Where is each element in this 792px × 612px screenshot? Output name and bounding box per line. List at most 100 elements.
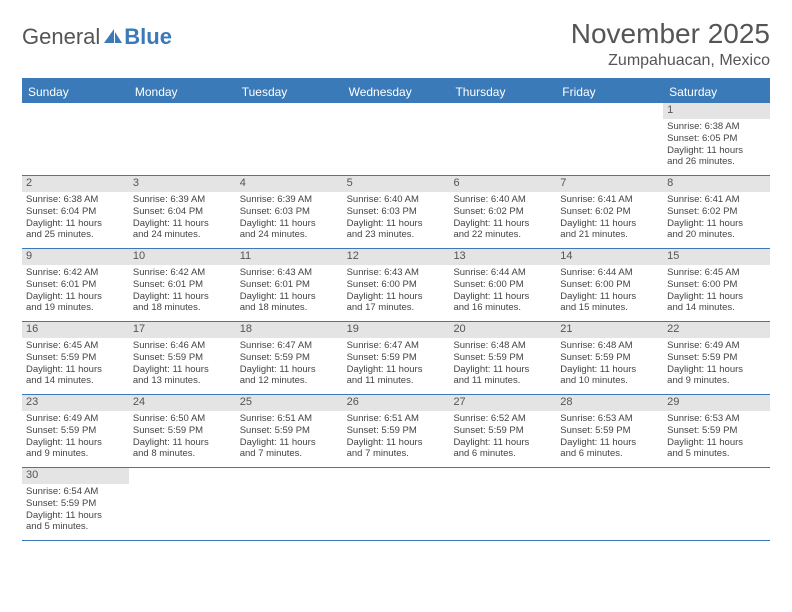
calendar-cell: 23Sunrise: 6:49 AMSunset: 5:59 PMDayligh… bbox=[22, 395, 129, 467]
calendar-cell: 6Sunrise: 6:40 AMSunset: 6:02 PMDaylight… bbox=[449, 176, 556, 248]
sunset-text: Sunset: 6:02 PM bbox=[453, 206, 552, 218]
day1-text: Daylight: 11 hours bbox=[560, 364, 659, 376]
logo-text-1: General bbox=[22, 24, 100, 50]
sunrise-text: Sunrise: 6:39 AM bbox=[240, 194, 339, 206]
day2-text: and 25 minutes. bbox=[26, 229, 125, 241]
calendar-cell: 7Sunrise: 6:41 AMSunset: 6:02 PMDaylight… bbox=[556, 176, 663, 248]
calendar-cell: 24Sunrise: 6:50 AMSunset: 5:59 PMDayligh… bbox=[129, 395, 236, 467]
sunrise-text: Sunrise: 6:43 AM bbox=[347, 267, 446, 279]
day-number: 8 bbox=[663, 176, 770, 192]
sunset-text: Sunset: 5:59 PM bbox=[453, 352, 552, 364]
sunset-text: Sunset: 5:59 PM bbox=[347, 425, 446, 437]
sunrise-text: Sunrise: 6:54 AM bbox=[26, 486, 125, 498]
day1-text: Daylight: 11 hours bbox=[133, 437, 232, 449]
sunset-text: Sunset: 5:59 PM bbox=[560, 352, 659, 364]
sunset-text: Sunset: 5:59 PM bbox=[560, 425, 659, 437]
sunrise-text: Sunrise: 6:49 AM bbox=[26, 413, 125, 425]
day1-text: Daylight: 11 hours bbox=[26, 291, 125, 303]
sunset-text: Sunset: 5:59 PM bbox=[26, 425, 125, 437]
sunrise-text: Sunrise: 6:45 AM bbox=[667, 267, 766, 279]
day1-text: Daylight: 11 hours bbox=[667, 437, 766, 449]
day-header-row: Sunday Monday Tuesday Wednesday Thursday… bbox=[22, 81, 770, 103]
day-number: 29 bbox=[663, 395, 770, 411]
sunset-text: Sunset: 6:05 PM bbox=[667, 133, 766, 145]
day-number: 21 bbox=[556, 322, 663, 338]
day2-text: and 11 minutes. bbox=[347, 375, 446, 387]
calendar-cell: 3Sunrise: 6:39 AMSunset: 6:04 PMDaylight… bbox=[129, 176, 236, 248]
sunrise-text: Sunrise: 6:47 AM bbox=[240, 340, 339, 352]
day2-text: and 5 minutes. bbox=[26, 521, 125, 533]
sunset-text: Sunset: 6:02 PM bbox=[667, 206, 766, 218]
calendar-cell bbox=[556, 103, 663, 175]
day1-text: Daylight: 11 hours bbox=[667, 364, 766, 376]
day2-text: and 9 minutes. bbox=[667, 375, 766, 387]
sunset-text: Sunset: 6:00 PM bbox=[453, 279, 552, 291]
calendar-cell bbox=[129, 103, 236, 175]
calendar-cell: 17Sunrise: 6:46 AMSunset: 5:59 PMDayligh… bbox=[129, 322, 236, 394]
day-number: 17 bbox=[129, 322, 236, 338]
day2-text: and 17 minutes. bbox=[347, 302, 446, 314]
calendar-cell: 25Sunrise: 6:51 AMSunset: 5:59 PMDayligh… bbox=[236, 395, 343, 467]
day2-text: and 20 minutes. bbox=[667, 229, 766, 241]
day-number: 10 bbox=[129, 249, 236, 265]
day2-text: and 16 minutes. bbox=[453, 302, 552, 314]
sunset-text: Sunset: 6:00 PM bbox=[667, 279, 766, 291]
sunrise-text: Sunrise: 6:38 AM bbox=[26, 194, 125, 206]
calendar-cell bbox=[449, 468, 556, 540]
sunrise-text: Sunrise: 6:52 AM bbox=[453, 413, 552, 425]
calendar-cell: 18Sunrise: 6:47 AMSunset: 5:59 PMDayligh… bbox=[236, 322, 343, 394]
day-header: Tuesday bbox=[236, 81, 343, 103]
day1-text: Daylight: 11 hours bbox=[240, 364, 339, 376]
day1-text: Daylight: 11 hours bbox=[453, 364, 552, 376]
day-number: 18 bbox=[236, 322, 343, 338]
sail-icon bbox=[102, 27, 124, 47]
logo: General Blue bbox=[22, 18, 172, 50]
day2-text: and 18 minutes. bbox=[133, 302, 232, 314]
day-number: 7 bbox=[556, 176, 663, 192]
sunset-text: Sunset: 6:00 PM bbox=[560, 279, 659, 291]
day-number: 19 bbox=[343, 322, 450, 338]
sunset-text: Sunset: 6:03 PM bbox=[347, 206, 446, 218]
day1-text: Daylight: 11 hours bbox=[560, 437, 659, 449]
day2-text: and 5 minutes. bbox=[667, 448, 766, 460]
calendar-cell: 5Sunrise: 6:40 AMSunset: 6:03 PMDaylight… bbox=[343, 176, 450, 248]
day-header: Monday bbox=[129, 81, 236, 103]
day-number: 9 bbox=[22, 249, 129, 265]
day1-text: Daylight: 11 hours bbox=[347, 437, 446, 449]
day2-text: and 15 minutes. bbox=[560, 302, 659, 314]
day2-text: and 14 minutes. bbox=[26, 375, 125, 387]
sunset-text: Sunset: 5:59 PM bbox=[240, 425, 339, 437]
calendar-cell bbox=[236, 103, 343, 175]
calendar-cell bbox=[663, 468, 770, 540]
month-title: November 2025 bbox=[571, 18, 770, 50]
sunrise-text: Sunrise: 6:50 AM bbox=[133, 413, 232, 425]
calendar-cell: 20Sunrise: 6:48 AMSunset: 5:59 PMDayligh… bbox=[449, 322, 556, 394]
calendar-week: 9Sunrise: 6:42 AMSunset: 6:01 PMDaylight… bbox=[22, 249, 770, 322]
sunset-text: Sunset: 6:01 PM bbox=[240, 279, 339, 291]
calendar: Sunday Monday Tuesday Wednesday Thursday… bbox=[22, 78, 770, 541]
calendar-cell: 13Sunrise: 6:44 AMSunset: 6:00 PMDayligh… bbox=[449, 249, 556, 321]
day-number: 25 bbox=[236, 395, 343, 411]
calendar-cell: 14Sunrise: 6:44 AMSunset: 6:00 PMDayligh… bbox=[556, 249, 663, 321]
sunset-text: Sunset: 5:59 PM bbox=[453, 425, 552, 437]
day-header: Sunday bbox=[22, 81, 129, 103]
calendar-cell bbox=[343, 103, 450, 175]
day2-text: and 22 minutes. bbox=[453, 229, 552, 241]
day-number: 20 bbox=[449, 322, 556, 338]
calendar-week: 30Sunrise: 6:54 AMSunset: 5:59 PMDayligh… bbox=[22, 468, 770, 541]
sunset-text: Sunset: 6:01 PM bbox=[133, 279, 232, 291]
sunrise-text: Sunrise: 6:49 AM bbox=[667, 340, 766, 352]
location: Zumpahuacan, Mexico bbox=[571, 52, 770, 70]
day2-text: and 6 minutes. bbox=[560, 448, 659, 460]
sunrise-text: Sunrise: 6:48 AM bbox=[560, 340, 659, 352]
day1-text: Daylight: 11 hours bbox=[26, 510, 125, 522]
calendar-cell: 2Sunrise: 6:38 AMSunset: 6:04 PMDaylight… bbox=[22, 176, 129, 248]
day2-text: and 7 minutes. bbox=[240, 448, 339, 460]
calendar-cell: 30Sunrise: 6:54 AMSunset: 5:59 PMDayligh… bbox=[22, 468, 129, 540]
sunset-text: Sunset: 6:01 PM bbox=[26, 279, 125, 291]
day1-text: Daylight: 11 hours bbox=[560, 291, 659, 303]
sunrise-text: Sunrise: 6:45 AM bbox=[26, 340, 125, 352]
calendar-cell: 1Sunrise: 6:38 AMSunset: 6:05 PMDaylight… bbox=[663, 103, 770, 175]
calendar-week: 16Sunrise: 6:45 AMSunset: 5:59 PMDayligh… bbox=[22, 322, 770, 395]
sunrise-text: Sunrise: 6:42 AM bbox=[26, 267, 125, 279]
